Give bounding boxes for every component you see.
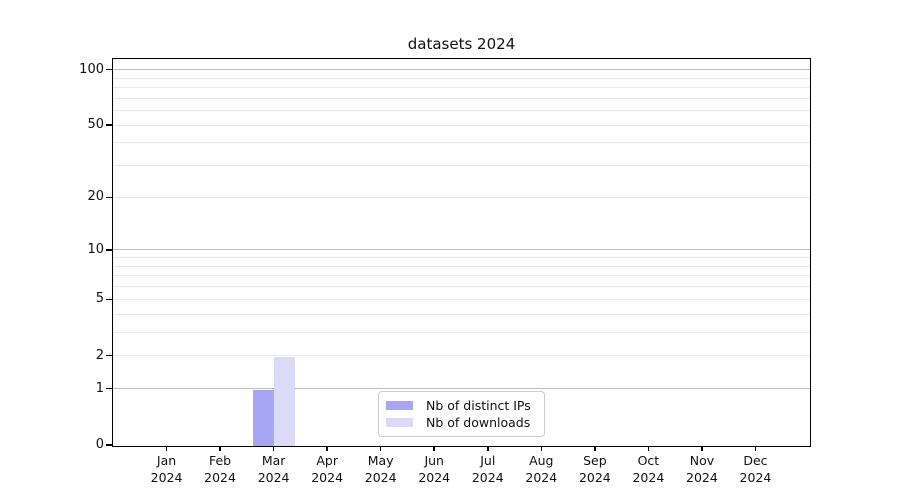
y-tick-label: 2 (95, 347, 104, 363)
x-tick-mark (754, 446, 757, 451)
bar-nb-of-distinct-ips (252, 389, 274, 446)
x-tick-label: Jul 2024 (452, 453, 524, 486)
x-tick-month: Jul (480, 453, 496, 468)
minor-gridline (113, 275, 810, 277)
major-gridline (113, 249, 810, 251)
bar-nb-of-downloads (273, 356, 295, 446)
minor-gridline (113, 257, 810, 259)
x-tick-year: 2024 (739, 469, 772, 485)
x-tick-mark (701, 446, 703, 451)
x-tick-month: Feb (208, 453, 232, 468)
y-tick-label: 0 (95, 437, 104, 452)
legend-label-downloads: Nb of downloads (426, 415, 531, 431)
x-tick-month: Aug (529, 453, 554, 468)
legend: Nb of distinct IPs Nb of downloads (378, 391, 545, 437)
chart-title: datasets 2024 (407, 35, 516, 53)
x-tick-mark (433, 446, 435, 451)
x-tick-label: Oct 2024 (612, 453, 684, 486)
y-tick-label: 10 (87, 241, 104, 257)
legend-label-distinct-ips: Nb of distinct IPs (426, 397, 531, 413)
x-tick-label: Nov 2024 (666, 453, 738, 486)
legend-item-downloads: Nb of downloads (386, 415, 536, 430)
minor-gridline (113, 142, 810, 144)
x-tick-year: 2024 (686, 469, 718, 485)
x-tick-month: May (367, 453, 394, 468)
major-gridline (113, 388, 810, 390)
x-tick-month: Jan (156, 453, 177, 468)
x-tick-year: 2024 (257, 469, 290, 485)
minor-gridline (113, 298, 810, 300)
x-tick-year: 2024 (578, 469, 611, 485)
y-tick-mark (106, 354, 112, 357)
x-tick-month: Oct (637, 453, 660, 468)
plot-area: 0 1 2 5 10 20 50 100 Jan 2024 Feb 2024 Mar 2024 Apr 202… (79, 58, 811, 485)
major-gridline (113, 69, 810, 71)
x-tick-label: May 2024 (345, 453, 417, 486)
x-tick-year: 2024 (311, 469, 344, 485)
x-tick-label: Jun 2024 (398, 453, 470, 486)
x-tick-label: Feb 2024 (184, 453, 256, 486)
minor-gridline (113, 265, 810, 267)
x-tick-year: 2024 (471, 469, 504, 485)
x-tick-year: 2024 (204, 469, 236, 485)
y-tick-mark (106, 68, 112, 71)
x-tick-mark (540, 446, 543, 451)
y-tick-label: 5 (95, 291, 104, 307)
x-tick-month: Jun (424, 453, 444, 468)
x-tick-year: 2024 (150, 469, 183, 485)
x-tick-label: Mar 2024 (238, 453, 310, 486)
x-tick-mark (326, 446, 328, 451)
x-tick-year: 2024 (632, 469, 665, 485)
x-tick-mark (219, 446, 221, 451)
x-tick-mark (165, 446, 168, 451)
legend-swatch-distinct-ips (386, 400, 413, 410)
x-tick-year: 2024 (364, 469, 397, 485)
minor-gridline (113, 355, 810, 357)
x-tick-label: Aug 2024 (505, 453, 577, 486)
minor-gridline (113, 286, 810, 288)
minor-gridline (113, 196, 810, 198)
minor-gridline (113, 313, 810, 315)
x-tick-mark (379, 446, 382, 451)
x-tick-year: 2024 (525, 469, 558, 485)
minor-gridline (113, 124, 810, 126)
y-tick-mark (106, 249, 112, 251)
x-tick-label: Dec 2024 (719, 453, 791, 486)
minor-gridline (113, 110, 810, 112)
x-tick-month: Nov (689, 453, 715, 468)
minor-gridline (113, 77, 810, 79)
legend-swatch-downloads (386, 418, 413, 428)
x-tick-mark (594, 446, 596, 451)
minor-gridline (113, 331, 810, 333)
x-tick-mark (647, 446, 650, 451)
x-tick-year: 2024 (418, 469, 451, 485)
y-tick-mark (106, 387, 112, 390)
x-tick-mark (487, 446, 489, 451)
x-tick-mark (272, 446, 275, 451)
minor-gridline (113, 165, 810, 167)
minor-gridline (113, 87, 810, 89)
x-tick-month: Mar (261, 453, 286, 468)
y-tick-mark (106, 444, 112, 446)
y-tick-mark (106, 124, 112, 126)
y-tick-label: 50 (87, 117, 104, 133)
y-tick-label: 1 (95, 380, 104, 396)
x-tick-month: Apr (316, 453, 338, 468)
y-tick-label: 100 (79, 61, 104, 77)
minor-gridline (113, 97, 810, 99)
x-tick-label: Jan 2024 (131, 453, 203, 486)
legend-item-distinct-ips: Nb of distinct IPs (386, 398, 536, 413)
y-tick-mark (106, 196, 112, 199)
x-tick-label: Apr 2024 (291, 453, 363, 486)
y-tick-label: 20 (87, 189, 104, 205)
x-tick-month: Sep (583, 453, 607, 468)
x-tick-label: Sep 2024 (559, 453, 631, 486)
y-tick-mark (106, 298, 112, 300)
x-tick-month: Dec (743, 453, 768, 468)
